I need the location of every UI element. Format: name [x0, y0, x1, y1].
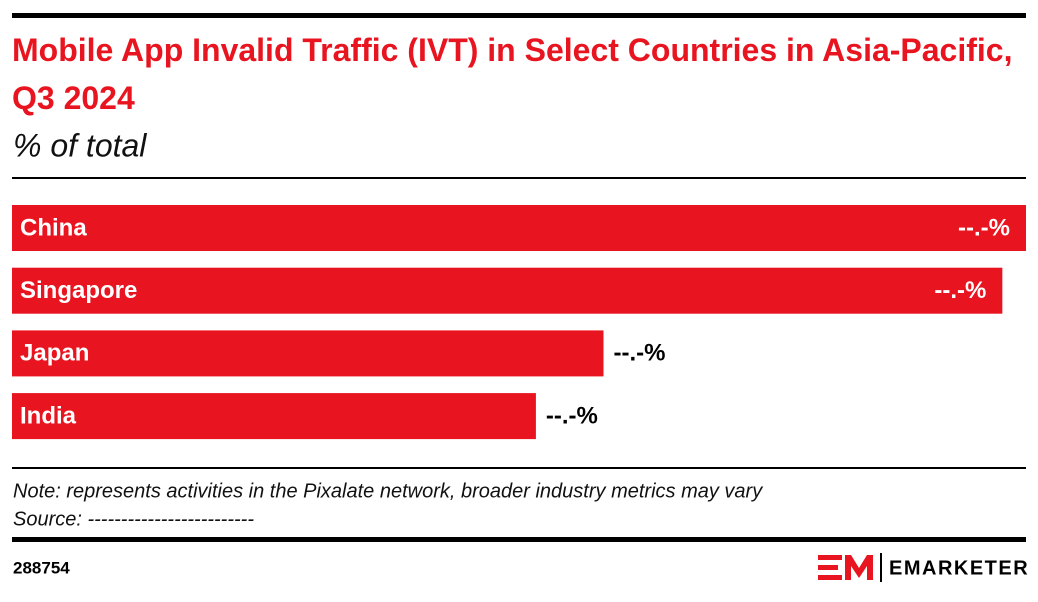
- value-label: --.-%: [546, 402, 598, 429]
- chart-id: 288754: [13, 558, 70, 577]
- bar: [12, 267, 1003, 314]
- bar: [12, 205, 1026, 251]
- chart-title: Mobile App Invalid Traffic (IVT) in Sele…: [12, 32, 1013, 116]
- plot: China --.-% Singapore --.-% Japan --.-% India -…: [12, 205, 1026, 440]
- value-label: --.-%: [934, 277, 986, 304]
- title-box: Mobile App Invalid Traffic (IVT) in Sele…: [12, 32, 1013, 116]
- logo-mark: [818, 555, 873, 580]
- logo-divider: [880, 553, 882, 582]
- category-label: Japan: [20, 340, 89, 367]
- rule: [12, 177, 1026, 179]
- category-label: Singapore: [20, 277, 137, 304]
- chart-subtitle: % of total: [13, 127, 147, 163]
- bottom-rule: [12, 537, 1026, 542]
- bar: [12, 330, 604, 377]
- top-rule: [12, 13, 1026, 18]
- value-label: --.-%: [958, 214, 1010, 241]
- category-label: India: [20, 402, 77, 429]
- note: Note: represents activities in the Pixal…: [13, 480, 763, 502]
- rule: [12, 467, 1026, 469]
- value-label: --.-%: [614, 340, 666, 367]
- category-label: China: [20, 214, 87, 241]
- bar: [12, 393, 536, 440]
- source: Source: -------------------------: [13, 508, 254, 530]
- brand: EMARKETER: [889, 557, 1029, 579]
